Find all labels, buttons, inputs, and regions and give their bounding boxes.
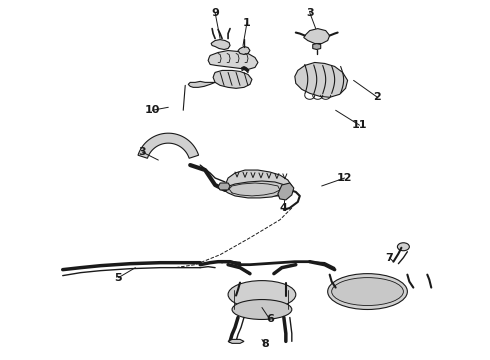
Text: 3: 3: [306, 8, 314, 18]
Polygon shape: [226, 170, 292, 196]
Polygon shape: [211, 40, 230, 50]
Text: 8: 8: [261, 339, 269, 349]
Ellipse shape: [332, 278, 403, 306]
Text: 4: 4: [280, 203, 288, 213]
Polygon shape: [213, 71, 252, 88]
Text: 7: 7: [386, 253, 393, 263]
Polygon shape: [225, 181, 288, 198]
Text: 12: 12: [337, 173, 352, 183]
Text: 11: 11: [352, 120, 368, 130]
Polygon shape: [218, 183, 230, 190]
Polygon shape: [208, 50, 258, 69]
Text: 10: 10: [145, 105, 160, 115]
Polygon shape: [238, 46, 250, 54]
Text: 1: 1: [243, 18, 251, 28]
Ellipse shape: [232, 300, 292, 319]
Text: 9: 9: [211, 8, 219, 18]
Ellipse shape: [228, 280, 296, 309]
Polygon shape: [313, 44, 321, 50]
Ellipse shape: [397, 243, 409, 251]
Polygon shape: [228, 339, 244, 343]
Text: 3: 3: [139, 147, 146, 157]
Polygon shape: [295, 62, 347, 97]
Text: 2: 2: [373, 92, 381, 102]
Text: 5: 5: [115, 273, 122, 283]
Polygon shape: [188, 81, 215, 87]
Polygon shape: [278, 183, 294, 200]
Polygon shape: [304, 28, 330, 44]
Text: 6: 6: [266, 314, 274, 324]
Polygon shape: [138, 133, 198, 158]
Ellipse shape: [328, 274, 407, 310]
